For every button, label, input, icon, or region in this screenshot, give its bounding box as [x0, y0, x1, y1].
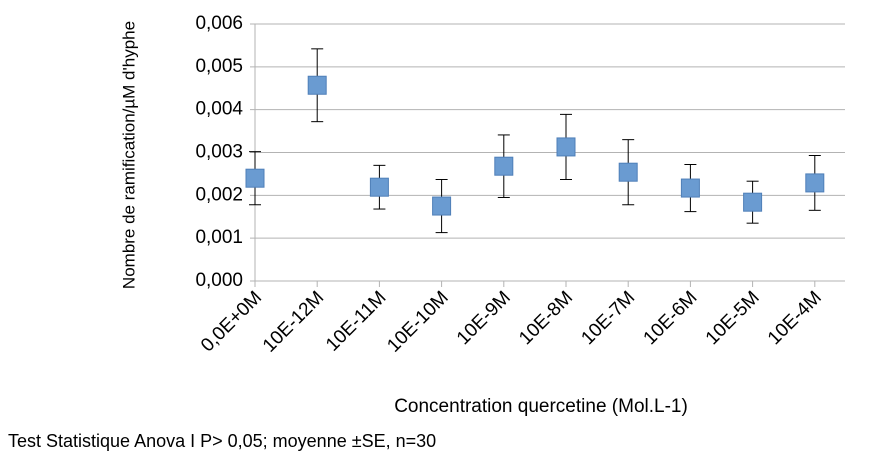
- marker: [556, 137, 576, 157]
- y-tick-label: 0,006: [195, 13, 243, 34]
- y-tick-label: 0,002: [195, 184, 243, 205]
- x-tick-label: 10E-7M: [577, 287, 639, 349]
- marker: [680, 178, 700, 198]
- y-tick-label: 0,000: [195, 270, 243, 291]
- x-tick-label: 10E-6M: [640, 287, 702, 349]
- y-axis-label: Nombre de ramification/µM d'hyphe: [119, 21, 138, 289]
- x-tick-label: 10E-4M: [764, 287, 826, 349]
- x-tick-label: 10E-5M: [702, 287, 764, 349]
- marker: [369, 177, 389, 197]
- x-axis-label: Concentration quercetine (Mol.L-1): [394, 396, 688, 417]
- marker: [618, 162, 638, 182]
- x-tick-label: 0,0E+0M: [197, 287, 266, 356]
- y-tick-label: 0,001: [195, 227, 243, 248]
- marker: [307, 75, 327, 95]
- note: Test Statistique Anova I P> 0,05; moyenn…: [8, 431, 436, 451]
- x-tick-label: 10E-10M: [383, 287, 452, 356]
- y-tick-label: 0,003: [195, 142, 243, 163]
- marker: [245, 168, 265, 188]
- marker: [743, 192, 763, 212]
- y-tick-label: 0,004: [195, 99, 243, 120]
- x-tick-label: 10E-11M: [322, 287, 390, 355]
- x-tick-label: 10E-8M: [515, 287, 577, 349]
- marker: [432, 196, 452, 216]
- x-tick-label: 10E-9M: [453, 287, 515, 349]
- y-tick-label: 0,005: [195, 56, 243, 77]
- marker: [805, 173, 825, 193]
- marker: [494, 156, 514, 176]
- x-tick-label: 10E-12M: [259, 287, 328, 356]
